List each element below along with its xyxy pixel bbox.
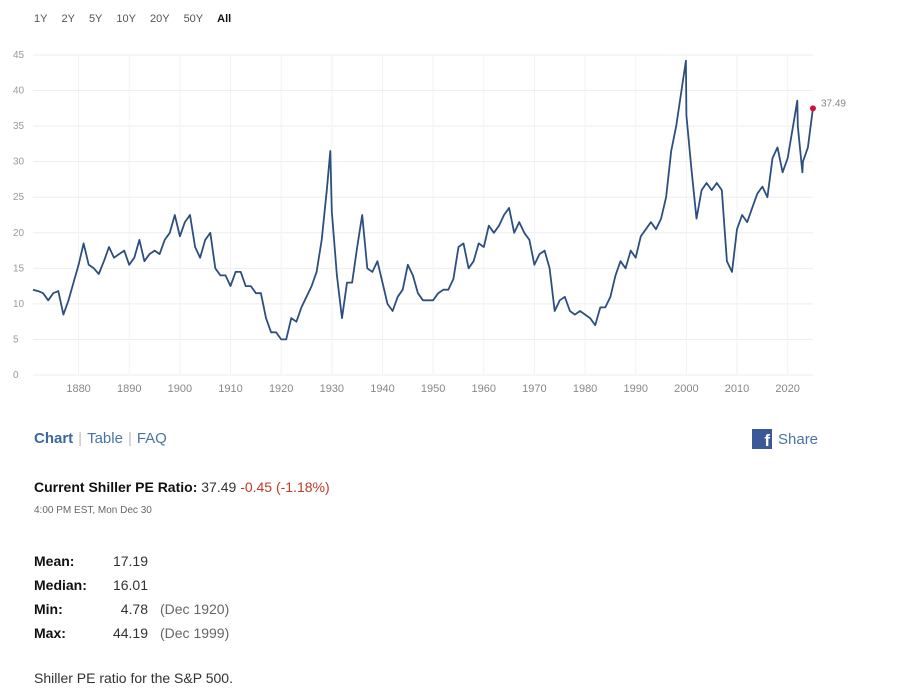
x-tick-label: 1990 [623,383,647,395]
tab-chart[interactable]: Chart [34,430,74,447]
stat-median: Median: 16.01 [34,573,229,597]
stat-mean-label: Mean: [34,553,75,569]
y-tick-label: 0 [13,370,19,381]
current-value-marker [809,105,816,112]
stat-max-date: (Dec 1999) [160,625,230,641]
range-all-button[interactable]: All [217,13,232,25]
stats-table: Mean: 17.19 Median: 16.01 Min: 4.78 (Dec… [34,549,229,645]
x-tick-label: 1880 [66,383,90,395]
range-5y-button[interactable]: 5Y [88,13,103,25]
y-tick-label: 45 [13,50,25,61]
y-tick-label: 5 [13,334,19,345]
current-pe-label: Current Shiller PE Ratio: [34,479,198,495]
x-tick-label: 2000 [674,383,698,395]
x-tick-label: 2010 [725,383,749,395]
tab-separator: | [78,430,83,447]
x-tick-label: 1980 [573,383,597,395]
facebook-icon: f [752,429,772,449]
stat-mean-value: 17.19 [112,553,148,569]
view-tabs: Chart | Table | FAQ [34,430,167,447]
stat-min: Min: 4.78 (Dec 1920) [34,597,229,621]
stat-min-date: (Dec 1920) [160,601,230,617]
share-button[interactable]: f Share [752,429,818,449]
range-10y-button[interactable]: 10Y [116,13,136,25]
current-pe: Current Shiller PE Ratio: 37.49 -0.45 (-… [34,479,330,495]
current-pe-value: 37.49 [201,479,237,495]
x-tick-label: 1890 [117,383,141,395]
share-label: Share [778,430,819,448]
x-tick-label: 2020 [775,383,799,395]
chart-grid [33,54,813,376]
range-50y-button[interactable]: 50Y [183,13,204,25]
x-tick-label: 1900 [168,383,192,395]
pe-ratio-line [32,59,814,341]
tab-separator: | [127,430,132,447]
stat-mean: Mean: 17.19 [34,549,229,573]
range-1y-button[interactable]: 1Y [34,13,48,25]
stat-min-value: 4.78 [120,601,148,617]
stat-max: Max: 44.19 (Dec 1999) [34,621,229,645]
stat-median-value: 16.01 [112,577,148,593]
range-selector: 1Y 2Y 5Y 10Y 20Y 50Y All [34,13,245,25]
range-2y-button[interactable]: 2Y [61,13,75,25]
x-tick-label: 1930 [320,383,344,395]
x-tick-label: 1910 [218,383,242,395]
y-tick-label: 30 [13,157,25,168]
x-tick-label: 1920 [269,383,293,395]
tab-table[interactable]: Table [87,430,123,447]
x-tick-label: 1960 [472,383,496,395]
y-tick-label: 10 [13,299,25,310]
x-axis-ticks: 1880 1890 1900 1910 1920 1930 1940 1950 1960 1970… [66,383,800,395]
range-20y-button[interactable]: 20Y [149,13,170,25]
tab-faq[interactable]: FAQ [136,430,167,447]
chart-description: Shiller PE ratio for the S&P 500. [34,670,233,686]
x-tick-label: 1950 [421,383,445,395]
current-pe-timestamp: 4:00 PM EST, Mon Dec 30 [34,505,152,516]
stat-min-label: Min: [34,601,63,617]
y-tick-label: 25 [13,192,25,203]
y-tick-label: 35 [13,121,25,132]
stat-max-label: Max: [34,625,66,641]
y-axis-ticks: 0 5 10 15 20 25 30 35 40 45 [13,50,25,381]
y-tick-label: 20 [13,228,25,239]
current-value-label: 37.49 [821,98,846,109]
y-tick-label: 15 [13,263,25,274]
stat-median-label: Median: [34,577,87,593]
current-pe-change: -0.45 (-1.18%) [240,479,330,495]
x-tick-label: 1970 [522,383,546,395]
y-tick-label: 40 [13,86,25,97]
stat-max-value: 44.19 [112,625,148,641]
x-tick-label: 1940 [370,383,394,395]
